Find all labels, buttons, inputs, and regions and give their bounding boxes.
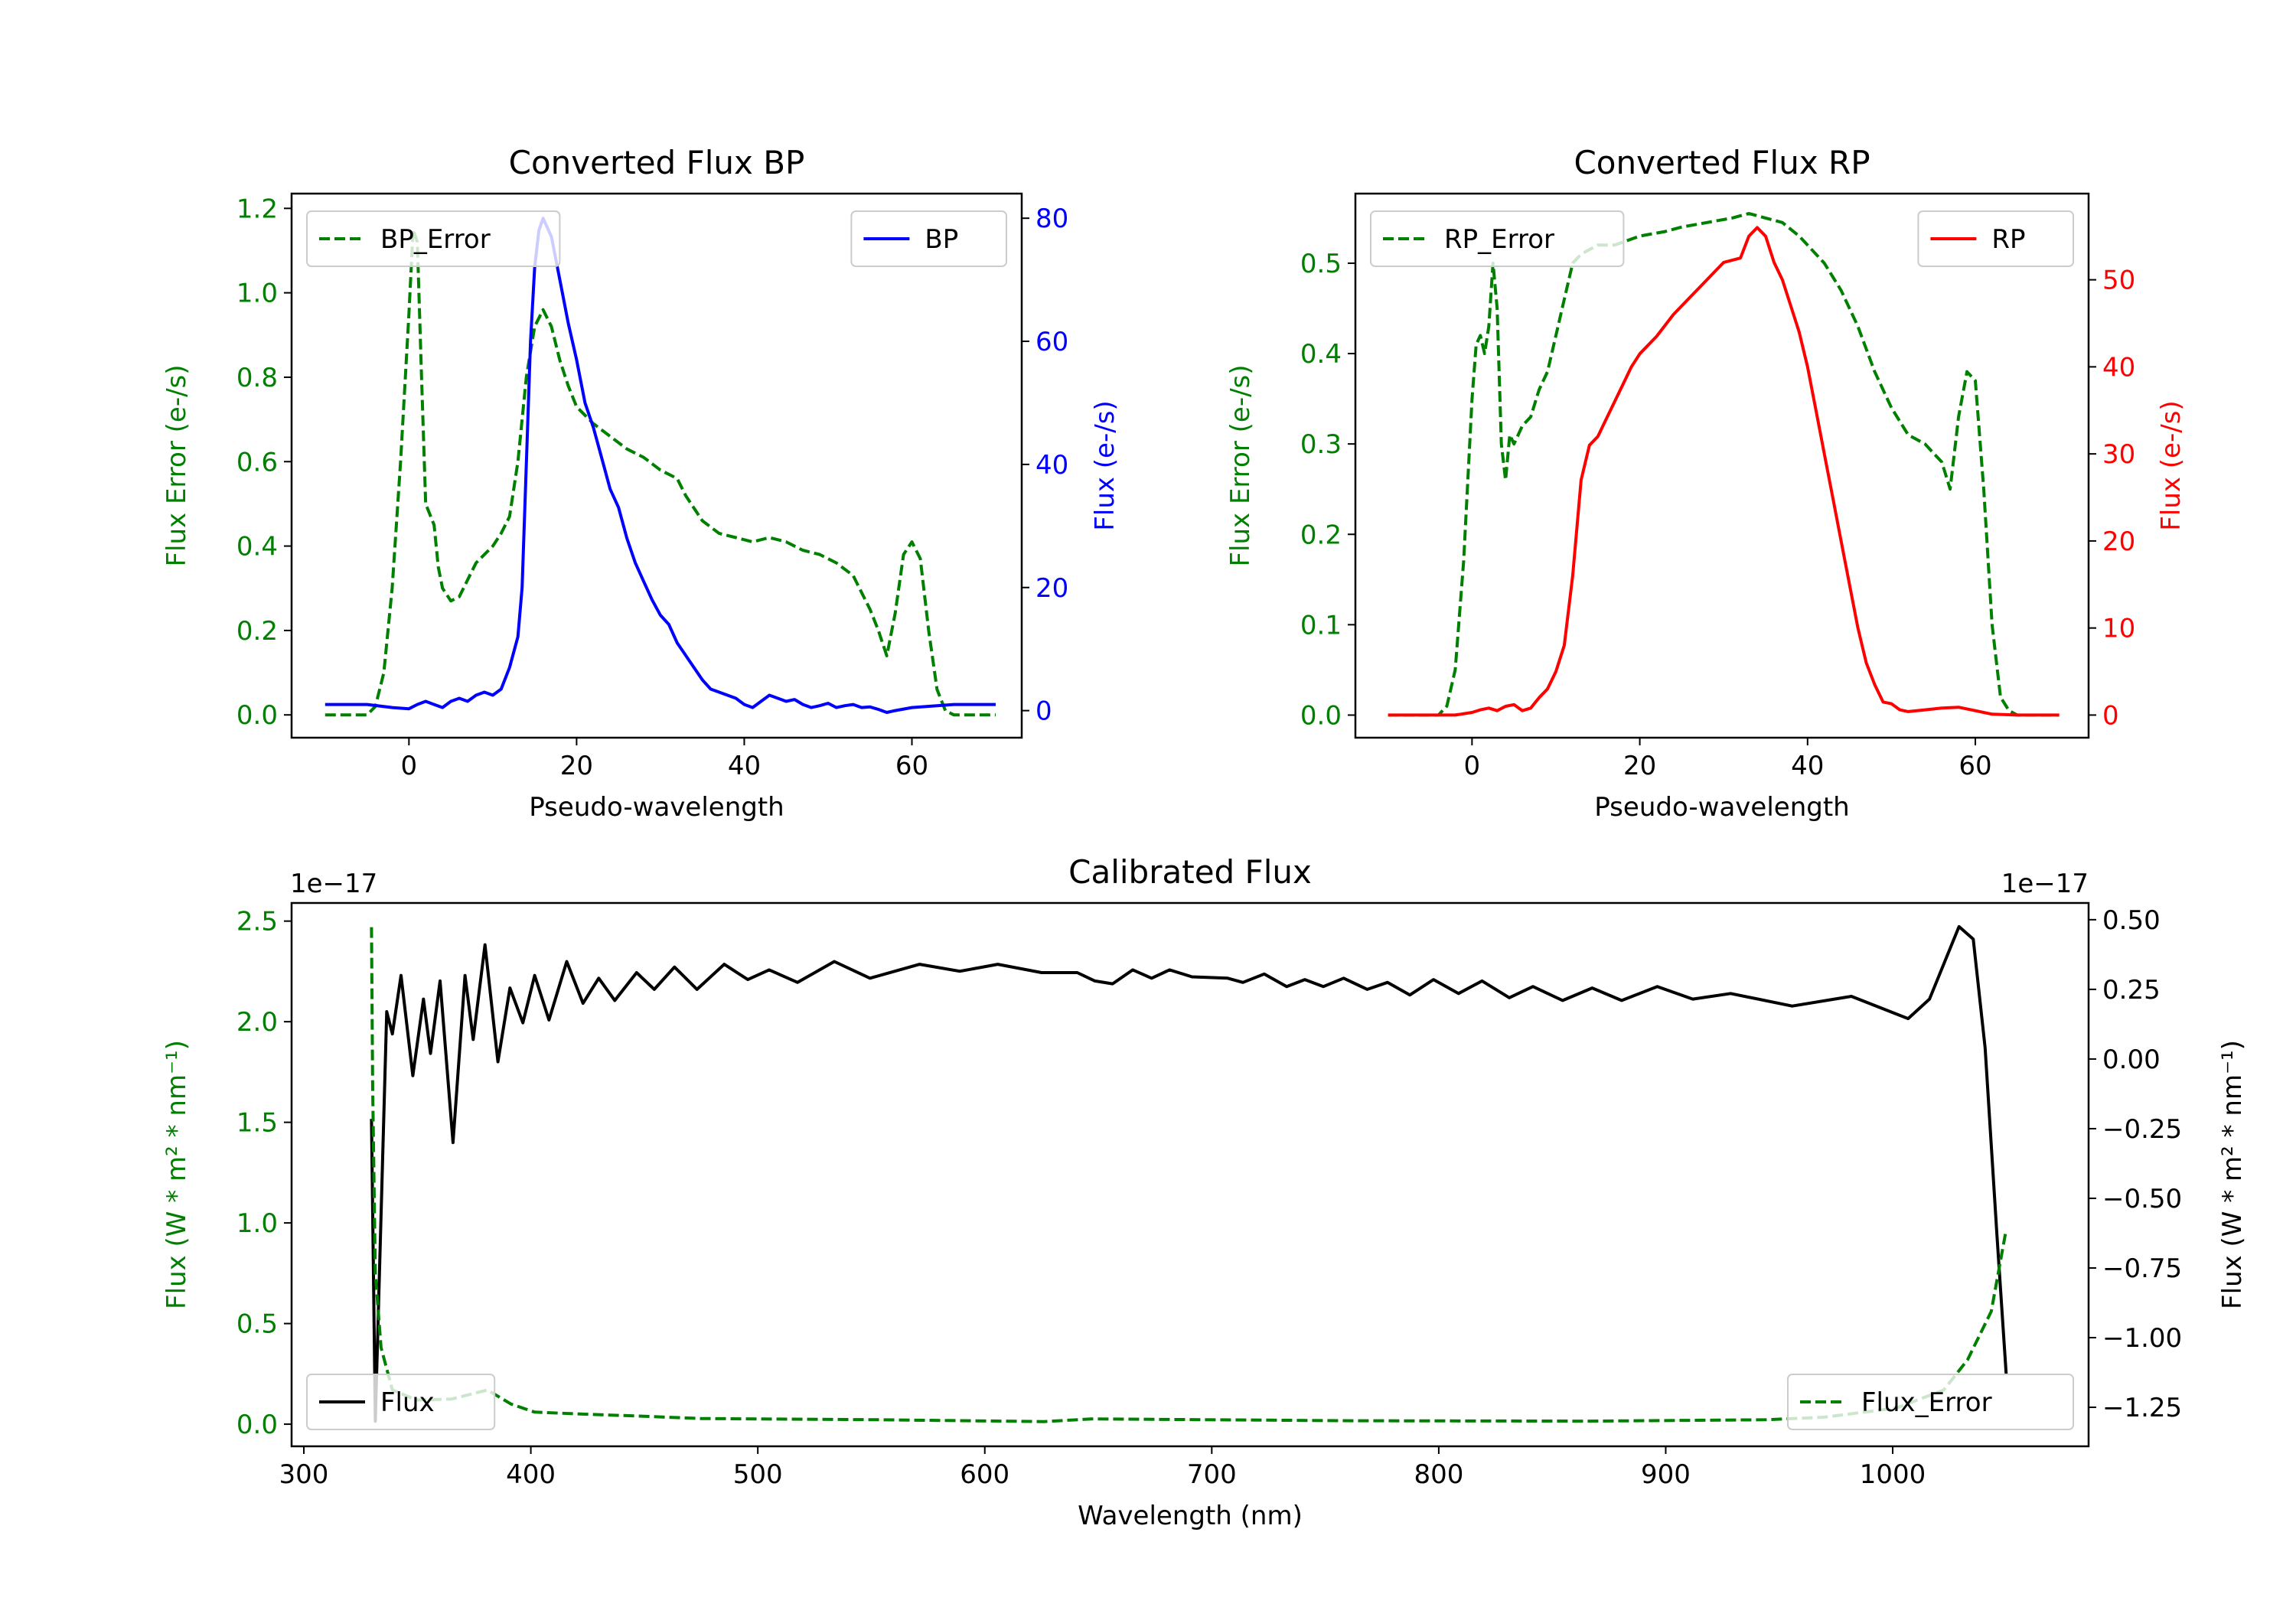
- y-left-axis-label: Flux Error (e-/s): [161, 364, 192, 566]
- x-tick-label: 40: [728, 751, 761, 781]
- chart-title: Converted Flux RP: [1574, 144, 1870, 181]
- y-right-tick-label: 60: [1035, 327, 1068, 357]
- y-right-tick-label: 0: [2102, 700, 2119, 731]
- legend-frame: [1787, 1374, 2074, 1430]
- y-left-tick-label: 0.2: [1300, 520, 1342, 550]
- x-tick-label: 300: [279, 1459, 329, 1490]
- y-right-tick-label: −0.75: [2102, 1253, 2182, 1284]
- y-left-tick-label: 0.2: [236, 616, 278, 647]
- y-right-axis-label: Flux (W * m² * nm⁻¹): [2217, 1040, 2248, 1309]
- x-tick-label: 0: [401, 751, 418, 781]
- x-tick-label: 20: [560, 751, 593, 781]
- legend-rp-error: RP_Error: [1370, 210, 1625, 267]
- y-right-axis-label: Flux (e-/s): [2156, 400, 2187, 530]
- series-line-rp-error: [1388, 212, 2060, 717]
- chart-calibrated-flux: 300 400 500 600 700 800 900 1000 0.0 0.5 1.0 1.5 2.0…: [161, 853, 2248, 1531]
- axes-frame: [290, 901, 2090, 1448]
- y-left-tick-label: 1.2: [236, 194, 278, 224]
- y-left-tick-label: 0.0: [236, 1410, 278, 1440]
- y-right-tick-label: −1.25: [2102, 1393, 2182, 1423]
- series-line-bp: [325, 217, 996, 714]
- chart-title: Converted Flux BP: [509, 144, 805, 181]
- x-axis-label: Wavelength (nm): [1078, 1501, 1303, 1531]
- chart-title: Calibrated Flux: [1068, 853, 1312, 891]
- x-axis-label: Pseudo-wavelength: [529, 792, 784, 823]
- x-tick-label: 0: [1464, 751, 1481, 781]
- y-right-tick-label: 0.00: [2102, 1045, 2161, 1075]
- y-left-tick-label: 0.1: [1300, 610, 1342, 641]
- legend-flux: Flux: [306, 1374, 496, 1430]
- y-left-axis-label: Flux (W * m² * nm⁻¹): [161, 1040, 192, 1309]
- y-left-tick-label: 0.6: [236, 447, 278, 478]
- chart-converted-flux-rp: 0 20 40 60 0.0 0.1 0.2 0.3 0.4 0.5 0 10 20 30 40 50 Conv…: [1225, 144, 2187, 823]
- y-right-tick-label: −0.50: [2102, 1184, 2182, 1214]
- y-right-tick-label: 40: [2102, 352, 2135, 383]
- y-right-offset-label: 1e−17: [2001, 869, 2089, 899]
- legend-frame: [1370, 210, 1625, 267]
- y-right-tick-label: 0.50: [2102, 905, 2161, 936]
- x-tick-label: 60: [895, 751, 928, 781]
- series-line-rp: [1388, 226, 2060, 717]
- y-right-tick-label: 0.25: [2102, 975, 2161, 1006]
- y-right-tick-label: −1.00: [2102, 1323, 2182, 1354]
- x-tick-label: 900: [1641, 1459, 1691, 1490]
- legend-rp: RP: [1917, 210, 2074, 267]
- axes-frame: [1354, 192, 2090, 739]
- y-right-tick-label: 40: [1035, 450, 1068, 481]
- y-left-tick-label: 0.4: [1300, 339, 1342, 370]
- y-right-tick-label: 0: [1035, 696, 1052, 727]
- y-right-tick-label: −0.25: [2102, 1114, 2182, 1145]
- y-left-offset-label: 1e−17: [290, 869, 377, 899]
- y-right-axis-label: Flux (e-/s): [1090, 400, 1120, 530]
- x-tick-label: 800: [1414, 1459, 1463, 1490]
- legend-flux-error: Flux_Error: [1787, 1374, 2074, 1430]
- y-right-tick-label: 10: [2102, 614, 2135, 644]
- y-right-tick-label: 50: [2102, 266, 2135, 296]
- chart-converted-flux-bp: 0 20 40 60 0.0 0.2 0.4 0.6 0.8 1.0 1.2 0 20 40 60 80 Con…: [161, 144, 1120, 823]
- series-line-bp-error: [325, 227, 996, 717]
- y-left-tick-label: 1.0: [236, 1208, 278, 1239]
- legend-frame: [306, 210, 561, 267]
- y-left-tick-label: 0.0: [1300, 700, 1342, 731]
- legend-frame: [850, 210, 1008, 267]
- y-left-tick-label: 0.4: [236, 532, 278, 562]
- x-tick-label: 600: [960, 1459, 1009, 1490]
- y-right-tick-label: 20: [1035, 573, 1068, 604]
- y-left-axis-label: Flux Error (e-/s): [1225, 364, 1256, 566]
- legend-frame: [1917, 210, 2074, 267]
- y-left-tick-label: 0.5: [236, 1309, 278, 1340]
- y-right-tick-label: 20: [2102, 526, 2135, 557]
- legend-label: Flux: [380, 1387, 435, 1418]
- y-left-tick-label: 0.5: [1300, 249, 1342, 279]
- y-left-tick-label: 0.0: [236, 700, 278, 731]
- y-left-tick-label: 1.5: [236, 1108, 278, 1139]
- legend-label: RP_Error: [1444, 224, 1554, 255]
- legend-label: RP: [1991, 224, 2025, 255]
- legend-label: Flux_Error: [1861, 1387, 1992, 1418]
- x-tick-label: 500: [733, 1459, 783, 1490]
- series-line-flux: [370, 924, 2008, 1423]
- legend-frame: [306, 1374, 496, 1430]
- legend-bp-error: BP_Error: [306, 210, 561, 267]
- y-left-tick-label: 0.8: [236, 363, 278, 393]
- y-right-tick-label: 30: [2102, 439, 2135, 470]
- x-tick-label: 700: [1187, 1459, 1237, 1490]
- x-tick-label: 60: [1958, 751, 1991, 781]
- x-tick-label: 40: [1791, 751, 1824, 781]
- x-tick-label: 20: [1623, 751, 1656, 781]
- x-tick-label: 1000: [1860, 1459, 1926, 1490]
- x-axis-label: Pseudo-wavelength: [1594, 792, 1849, 823]
- y-right-tick-label: 80: [1035, 204, 1068, 234]
- legend-label: BP_Error: [380, 224, 491, 255]
- y-left-tick-label: 2.0: [236, 1007, 278, 1038]
- legend-bp: BP: [850, 210, 1008, 267]
- axes-frame: [290, 192, 1023, 739]
- x-tick-label: 400: [506, 1459, 556, 1490]
- legend-label: BP: [925, 224, 958, 255]
- y-left-tick-label: 2.5: [236, 907, 278, 937]
- y-left-tick-label: 1.0: [236, 279, 278, 309]
- y-left-tick-label: 0.3: [1300, 429, 1342, 460]
